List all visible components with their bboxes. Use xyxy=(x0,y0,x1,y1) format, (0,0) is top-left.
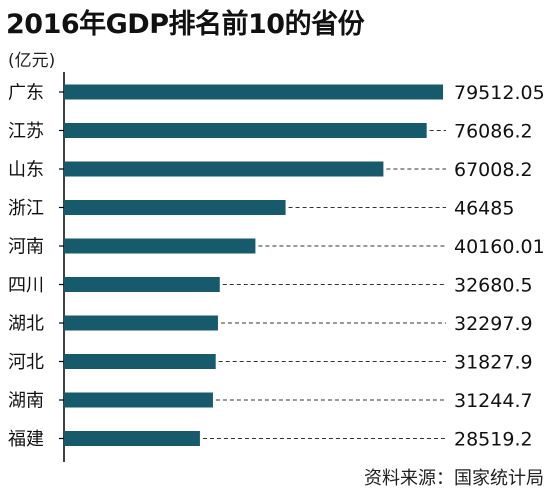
value-label: 46485 xyxy=(454,198,514,220)
category-label: 四川 xyxy=(8,275,44,296)
bar xyxy=(64,84,443,100)
value-label: 31244.7 xyxy=(454,390,533,412)
category-label: 福建 xyxy=(8,429,44,450)
bar xyxy=(64,238,256,254)
bar xyxy=(64,277,220,292)
category-label: 河北 xyxy=(8,352,44,373)
value-label: 31827.9 xyxy=(454,352,533,374)
bar xyxy=(64,123,427,138)
category-label: 湖北 xyxy=(8,314,44,335)
category-label: 江苏 xyxy=(8,121,44,142)
bar xyxy=(64,200,286,215)
chart-title: 2016年GDP排名前10的省份 xyxy=(6,9,365,40)
bar xyxy=(64,161,384,177)
bar xyxy=(64,315,218,331)
value-label: 32680.5 xyxy=(454,275,533,297)
value-label: 32297.9 xyxy=(454,313,533,335)
value-label: 76086.2 xyxy=(454,121,533,143)
category-label: 浙江 xyxy=(8,198,44,219)
unit-label: (亿元) xyxy=(8,51,56,71)
category-label: 广东 xyxy=(8,83,44,104)
category-label: 河南 xyxy=(8,237,44,258)
bar xyxy=(64,431,200,446)
category-label: 山东 xyxy=(8,160,44,181)
value-label: 40160.01 xyxy=(454,236,545,258)
value-label: 79512.05 xyxy=(454,82,545,104)
bar xyxy=(64,354,216,369)
value-label: 67008.2 xyxy=(454,159,533,181)
value-label: 28519.2 xyxy=(454,429,533,451)
source-note: 资料来源：国家统计局 xyxy=(364,468,544,489)
bar xyxy=(64,392,213,408)
category-label: 湖南 xyxy=(8,391,44,412)
